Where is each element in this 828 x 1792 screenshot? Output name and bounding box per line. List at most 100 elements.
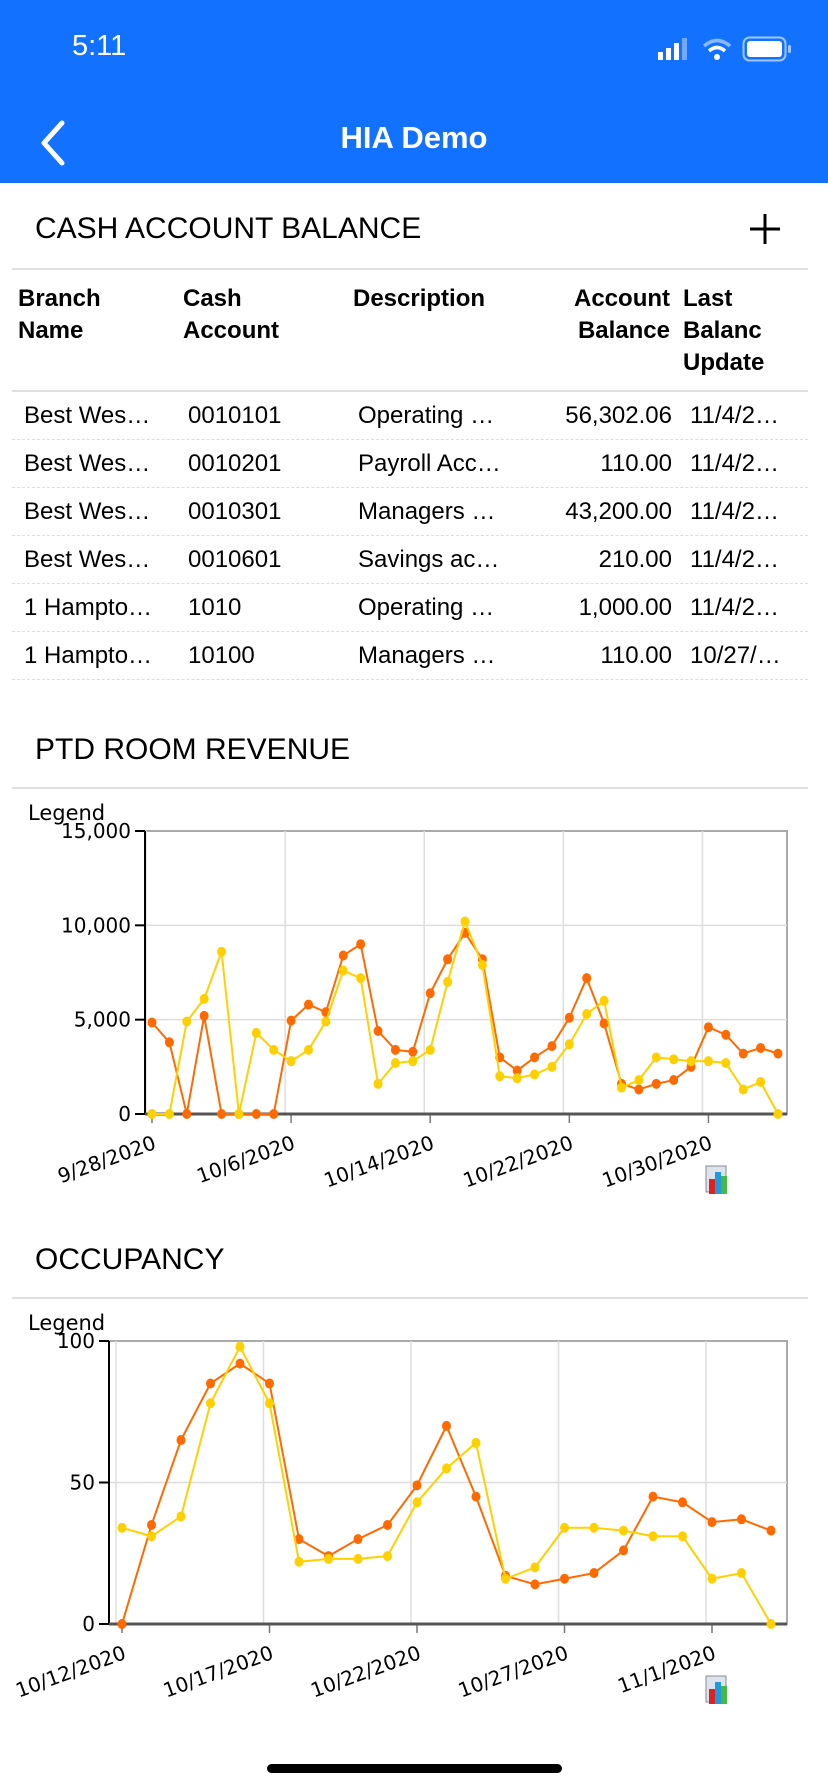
add-icon[interactable] [748, 212, 782, 246]
x-tick-label: 9/28/2020 [54, 1130, 159, 1188]
x-tick-label: 11/1/2020 [614, 1640, 719, 1698]
series-orange-point [390, 1044, 400, 1055]
status-time: 5:11 [72, 30, 127, 62]
series-yellow-point [773, 1109, 783, 1119]
series-yellow-point [617, 1082, 626, 1093]
cell-cash-account: 0010601 [188, 546, 282, 573]
series-orange-point [147, 1017, 157, 1028]
header-text: Description [353, 285, 486, 312]
cell-branch-name: Best Wes… [24, 498, 151, 525]
series-orange-point [338, 950, 348, 961]
table-row[interactable]: Best Wes… 0010301 Managers … 43,200.00 11/4/… [12, 488, 808, 536]
header-text: Account [574, 285, 670, 312]
header-cash-account[interactable]: Cash Account [183, 283, 279, 347]
cell-branch-name: 1 Hampto… [24, 594, 153, 621]
series-yellow-point [412, 1497, 422, 1508]
x-tick-label: 10/6/2020 [193, 1130, 298, 1188]
series-orange-line [121, 1362, 772, 1625]
header-text: Last [683, 285, 733, 312]
series-yellow-line [152, 918, 779, 1115]
series-yellow-point [199, 993, 209, 1004]
series-yellow-point [756, 1076, 766, 1087]
series-yellow-point [686, 1056, 696, 1067]
series-orange-point [651, 1078, 661, 1089]
cell-account-balance: 110.00 [600, 450, 672, 477]
series-yellow-point [766, 1619, 776, 1629]
x-tick-label: 10/14/2020 [321, 1130, 438, 1192]
series-yellow-point [678, 1531, 687, 1542]
series-yellow-point [495, 1071, 505, 1082]
y-tick-label: 50 [70, 1471, 95, 1495]
series-yellow-point [501, 1573, 510, 1584]
legend-label: Legend [28, 801, 105, 825]
header-last-balance-update[interactable]: Last Balanc Update [683, 283, 771, 379]
series-yellow-point [721, 1058, 731, 1069]
divider [12, 787, 808, 789]
series-yellow-point [147, 1531, 156, 1542]
table-row[interactable]: 1 Hampto… 1010 Operating … 1,000.00 11/4/2… [12, 584, 808, 632]
series-yellow-point [408, 1056, 418, 1067]
chart-type-icon[interactable] [705, 1675, 727, 1704]
x-tick-label: 10/30/2020 [599, 1130, 716, 1192]
series-orange-point [707, 1517, 717, 1528]
header-branch-name[interactable]: Branch Name [18, 283, 101, 347]
series-yellow-point [373, 1078, 383, 1089]
series-orange-point [383, 1519, 392, 1530]
cell-branch-name: Best Wes… [24, 450, 151, 477]
cell-description: Operating … [358, 594, 495, 621]
table-row[interactable]: 1 Hampto… 10100 Managers … 110.00 10/27/… [12, 632, 808, 680]
cell-account-balance: 210.00 [598, 546, 672, 573]
cell-account-balance: 56,302.06 [565, 402, 672, 429]
series-orange-point [235, 1358, 245, 1369]
series-orange-point [512, 1065, 522, 1076]
cash-section-title: CASH ACCOUNT BALANCE [35, 212, 422, 245]
table-row[interactable]: Best Wes… 0010601 Savings ac… 210.00 11/4/2… [12, 536, 808, 584]
series-orange-point [530, 1579, 540, 1590]
wifi-icon [702, 38, 732, 60]
cell-description: Operating … [358, 402, 495, 429]
cell-branch-name: Best Wes… [24, 402, 151, 429]
chart-type-icon[interactable] [705, 1165, 727, 1194]
series-yellow-point [235, 1341, 245, 1352]
revenue-chart: 9/28/2020 10/6/2020 10/14/2020 10/22/2020 10… [28, 801, 788, 1194]
header-text: Update [683, 349, 765, 376]
table-row[interactable]: Best Wes… 0010101 Operating … 56,302.06 11/4… [12, 392, 808, 440]
series-yellow-point [471, 1437, 481, 1448]
table-row[interactable]: Best Wes… 0010201 Payroll Acc… 110.00 11/4/2… [12, 440, 808, 488]
series-orange-point [373, 1025, 383, 1036]
page-title: HIA Demo [340, 120, 488, 155]
divider [12, 1297, 808, 1299]
series-yellow-point [530, 1562, 540, 1573]
cell-cash-account: 0010101 [188, 402, 282, 429]
series-orange-point [265, 1378, 274, 1389]
series-yellow-point [390, 1058, 400, 1069]
header-account-balance[interactable]: Account Balance [574, 283, 670, 347]
series-orange-point [269, 1109, 279, 1119]
series-yellow-point [147, 1109, 157, 1119]
series-yellow-point [182, 1016, 192, 1027]
cell-account-balance: 1,000.00 [578, 594, 672, 621]
series-yellow-point [512, 1073, 522, 1084]
header-text: Cash [183, 285, 242, 312]
series-yellow-point [651, 1052, 661, 1063]
series-yellow-point [321, 1016, 331, 1027]
series-yellow-point [547, 1061, 557, 1072]
series-yellow-point [443, 976, 453, 987]
home-indicator [267, 1764, 562, 1773]
back-button[interactable] [36, 118, 76, 168]
series-yellow-point [703, 1056, 713, 1067]
y-tick-label: 100 [57, 1329, 95, 1353]
x-tick-label: 10/17/2020 [160, 1640, 277, 1702]
header-description[interactable]: Description [353, 283, 485, 315]
series-yellow-point [294, 1556, 304, 1567]
series-yellow-point [619, 1525, 628, 1536]
series-orange-point [564, 1012, 574, 1023]
series-orange-point [737, 1514, 746, 1525]
top-bar: 5:11 HIA Demo [0, 0, 828, 183]
series-orange-point [471, 1491, 481, 1502]
y-tick-label: 5,000 [74, 1008, 131, 1032]
cell-description: Payroll Acc… [358, 450, 501, 477]
cell-description: Savings ac… [358, 546, 500, 573]
series-yellow-point [356, 973, 366, 984]
series-orange-point [425, 988, 435, 999]
